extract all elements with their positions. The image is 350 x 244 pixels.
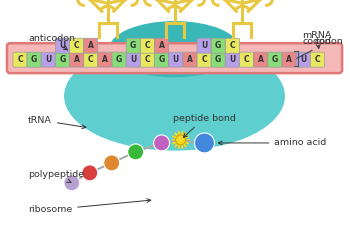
FancyBboxPatch shape [211, 38, 225, 53]
Text: U: U [45, 55, 51, 64]
FancyBboxPatch shape [7, 43, 342, 73]
FancyBboxPatch shape [140, 38, 154, 53]
Text: C: C [74, 41, 79, 50]
Text: U: U [300, 55, 306, 64]
Circle shape [154, 135, 169, 151]
Text: C: C [17, 55, 23, 64]
Text: peptide bond: peptide bond [173, 113, 236, 137]
FancyBboxPatch shape [70, 38, 84, 53]
FancyBboxPatch shape [126, 52, 140, 67]
FancyBboxPatch shape [55, 52, 69, 67]
Text: G: G [116, 55, 122, 64]
Text: A: A [74, 55, 79, 64]
FancyBboxPatch shape [254, 52, 268, 67]
Text: polypeptide: polypeptide [28, 170, 84, 182]
FancyBboxPatch shape [70, 52, 84, 67]
Text: A: A [102, 55, 108, 64]
Circle shape [195, 133, 215, 153]
FancyBboxPatch shape [310, 52, 324, 67]
Circle shape [176, 135, 186, 145]
Ellipse shape [110, 22, 239, 77]
FancyBboxPatch shape [112, 52, 126, 67]
Text: A: A [88, 41, 94, 50]
Text: U: U [130, 55, 136, 64]
Text: U: U [173, 55, 179, 64]
FancyBboxPatch shape [155, 38, 169, 53]
Text: G: G [31, 55, 37, 64]
Circle shape [128, 144, 144, 160]
Text: C: C [315, 55, 320, 64]
Text: A: A [286, 55, 292, 64]
FancyBboxPatch shape [155, 52, 169, 67]
Text: anticodon: anticodon [28, 34, 75, 50]
Text: G: G [59, 55, 65, 64]
Circle shape [64, 175, 80, 191]
FancyBboxPatch shape [197, 52, 211, 67]
FancyBboxPatch shape [183, 52, 197, 67]
Text: C: C [230, 41, 235, 50]
Text: tRNA: tRNA [28, 115, 86, 129]
Text: ribosome: ribosome [28, 199, 151, 214]
Text: U: U [59, 41, 65, 50]
Text: G: G [272, 55, 278, 64]
FancyBboxPatch shape [84, 38, 98, 53]
FancyBboxPatch shape [169, 52, 183, 67]
Text: C: C [244, 55, 249, 64]
Text: G: G [159, 55, 165, 64]
Circle shape [82, 165, 98, 181]
Text: A: A [187, 55, 193, 64]
Text: amino acid: amino acid [218, 138, 327, 147]
FancyBboxPatch shape [27, 52, 41, 67]
Text: C: C [88, 55, 93, 64]
FancyBboxPatch shape [225, 38, 239, 53]
FancyBboxPatch shape [126, 38, 140, 53]
Text: U: U [229, 55, 236, 64]
FancyBboxPatch shape [140, 52, 154, 67]
FancyBboxPatch shape [197, 38, 211, 53]
Text: mRNA: mRNA [302, 31, 332, 48]
FancyBboxPatch shape [211, 52, 225, 67]
FancyBboxPatch shape [296, 52, 310, 67]
Text: C: C [145, 41, 150, 50]
Circle shape [104, 155, 120, 171]
FancyBboxPatch shape [282, 52, 296, 67]
Text: codon: codon [297, 37, 343, 58]
Ellipse shape [65, 42, 284, 150]
Text: codon: codon [302, 37, 331, 46]
Text: C: C [145, 55, 150, 64]
FancyBboxPatch shape [13, 52, 27, 67]
Text: G: G [215, 55, 221, 64]
Text: C: C [201, 55, 207, 64]
Text: G: G [215, 41, 221, 50]
Text: A: A [159, 41, 164, 50]
Text: G: G [130, 41, 136, 50]
FancyBboxPatch shape [239, 52, 253, 67]
FancyBboxPatch shape [84, 52, 98, 67]
FancyBboxPatch shape [41, 52, 55, 67]
FancyBboxPatch shape [98, 52, 112, 67]
FancyBboxPatch shape [55, 38, 69, 53]
Text: A: A [258, 55, 264, 64]
Text: U: U [201, 41, 207, 50]
FancyBboxPatch shape [225, 52, 239, 67]
FancyBboxPatch shape [268, 52, 282, 67]
